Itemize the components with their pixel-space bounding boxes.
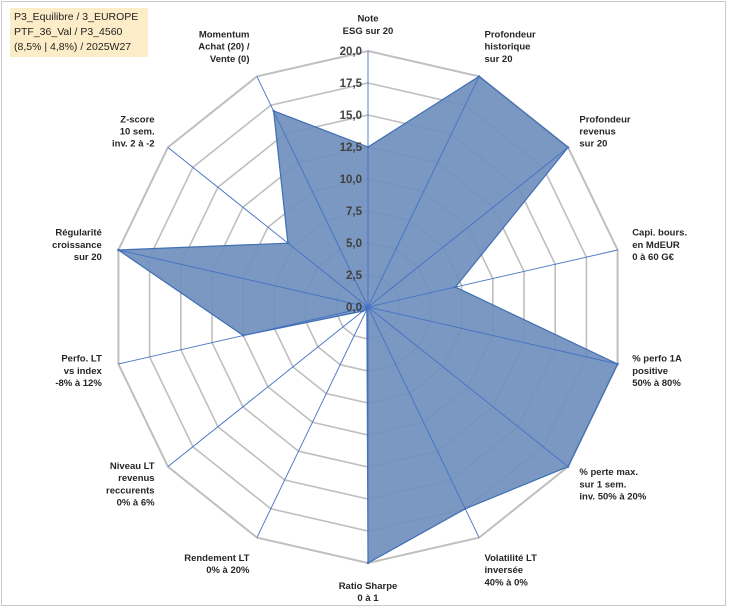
radar-tick-label: 0,0 [346, 302, 362, 314]
radar-tick-label: 5,0 [346, 238, 362, 250]
radar-data-point [464, 507, 467, 510]
radar-tick-label: 15,0 [340, 110, 362, 122]
radar-data-point [365, 308, 369, 311]
radar-axis-label: Profondeur revenus sur 20 [579, 114, 630, 149]
radar-data-point [286, 242, 290, 245]
radar-axis-label: Note ESG sur 20 [343, 14, 394, 37]
radar-data-point [566, 465, 570, 468]
radar-spoke [367, 306, 569, 467]
radar-spoke [167, 306, 369, 467]
radar-tick-label: 7,5 [346, 206, 363, 218]
radar-data-point [361, 309, 365, 313]
radar-axis-label: % perfo 1A positive 50% à 80% [632, 354, 682, 389]
radar-spoke [367, 76, 480, 308]
radar-tick-label: 12,5 [340, 142, 363, 154]
radar-tick-label: 20,0 [340, 46, 362, 58]
info-line-3: (8,5% | 4,8%) / 2025W27 [14, 41, 132, 53]
radar-data-point [366, 145, 370, 149]
radar-tick-label: 2,5 [346, 270, 363, 282]
radar-spoke [167, 147, 369, 308]
radar-tick-label: 10,0 [340, 174, 362, 186]
radar-axis-label: % perte max. sur 1 sem. inv. 50% à 20% [579, 467, 646, 502]
radar-data-point [477, 75, 481, 78]
radar-axis-label: Capi. bours. en MdEUR 0 à 60 G€ [632, 228, 687, 263]
radar-axis-label: Niveau LT revenus reccurents 0% à 6% [106, 461, 155, 509]
radar-axis-label: Régularité croissance sur 20 [52, 228, 102, 263]
portfolio-info-box: P3_Equilibre / 3_EUROPE PTF_36_Val / P3_… [10, 8, 148, 57]
radar-spoke [367, 306, 618, 365]
radar-data-point [242, 334, 245, 337]
radar-axis-label: Ratio Sharpe 0 à 1 [339, 581, 398, 604]
radar-axis-label: Perfo. LT vs index -8% à 12% [55, 354, 102, 389]
info-line-1: P3_Equilibre / 3_EUROPE [14, 11, 139, 23]
radar-spoke [256, 76, 369, 308]
radar-spoke [367, 249, 618, 308]
radar-spoke [367, 147, 569, 308]
radar-tick-label: 17,5 [340, 78, 363, 90]
radar-axis-label: Profondeur historique sur 20 [485, 29, 536, 64]
radar-spoke [256, 306, 369, 538]
radar-data-point [366, 561, 370, 565]
radar-data-point [566, 146, 570, 149]
radar-spoke [367, 306, 480, 538]
radar-axis-label: Momentum Achat (20) / Vente (0) [198, 29, 250, 64]
radar-axis-label: Volatilité LT inversée 40% à 0% [485, 553, 538, 588]
radar-data-point [117, 248, 120, 252]
radar-data-point [454, 285, 457, 289]
radar-data-point [272, 109, 275, 113]
radar-spoke [118, 249, 369, 308]
radar-axis-label: Rendement LT 0% à 20% [184, 553, 250, 576]
radar-data-point [616, 362, 619, 366]
radar-axis-label: Z-score 10 sem. inv. 2 à -2 [112, 114, 155, 149]
info-line-2: PTF_36_Val / P3_4560 [14, 26, 123, 38]
